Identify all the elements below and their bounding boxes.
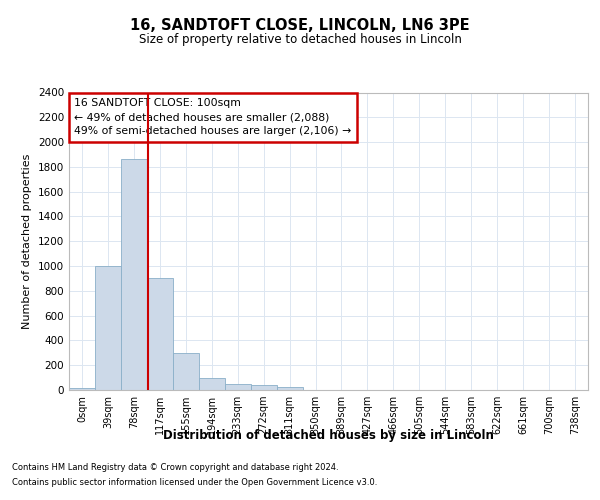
Text: 16, SANDTOFT CLOSE, LINCOLN, LN6 3PE: 16, SANDTOFT CLOSE, LINCOLN, LN6 3PE xyxy=(130,18,470,32)
Y-axis label: Number of detached properties: Number of detached properties xyxy=(22,154,32,329)
Bar xyxy=(121,160,147,390)
Bar xyxy=(173,353,199,390)
Bar xyxy=(69,388,95,390)
Bar xyxy=(199,378,224,390)
Bar xyxy=(95,266,121,390)
Text: Contains public sector information licensed under the Open Government Licence v3: Contains public sector information licen… xyxy=(12,478,377,487)
Bar xyxy=(251,386,277,390)
Bar xyxy=(147,278,173,390)
Bar xyxy=(277,387,302,390)
Text: Contains HM Land Registry data © Crown copyright and database right 2024.: Contains HM Land Registry data © Crown c… xyxy=(12,463,338,472)
Bar xyxy=(225,384,251,390)
Text: Distribution of detached houses by size in Lincoln: Distribution of detached houses by size … xyxy=(163,428,494,442)
Text: Size of property relative to detached houses in Lincoln: Size of property relative to detached ho… xyxy=(139,32,461,46)
Text: 16 SANDTOFT CLOSE: 100sqm
← 49% of detached houses are smaller (2,088)
49% of se: 16 SANDTOFT CLOSE: 100sqm ← 49% of detac… xyxy=(74,98,352,136)
